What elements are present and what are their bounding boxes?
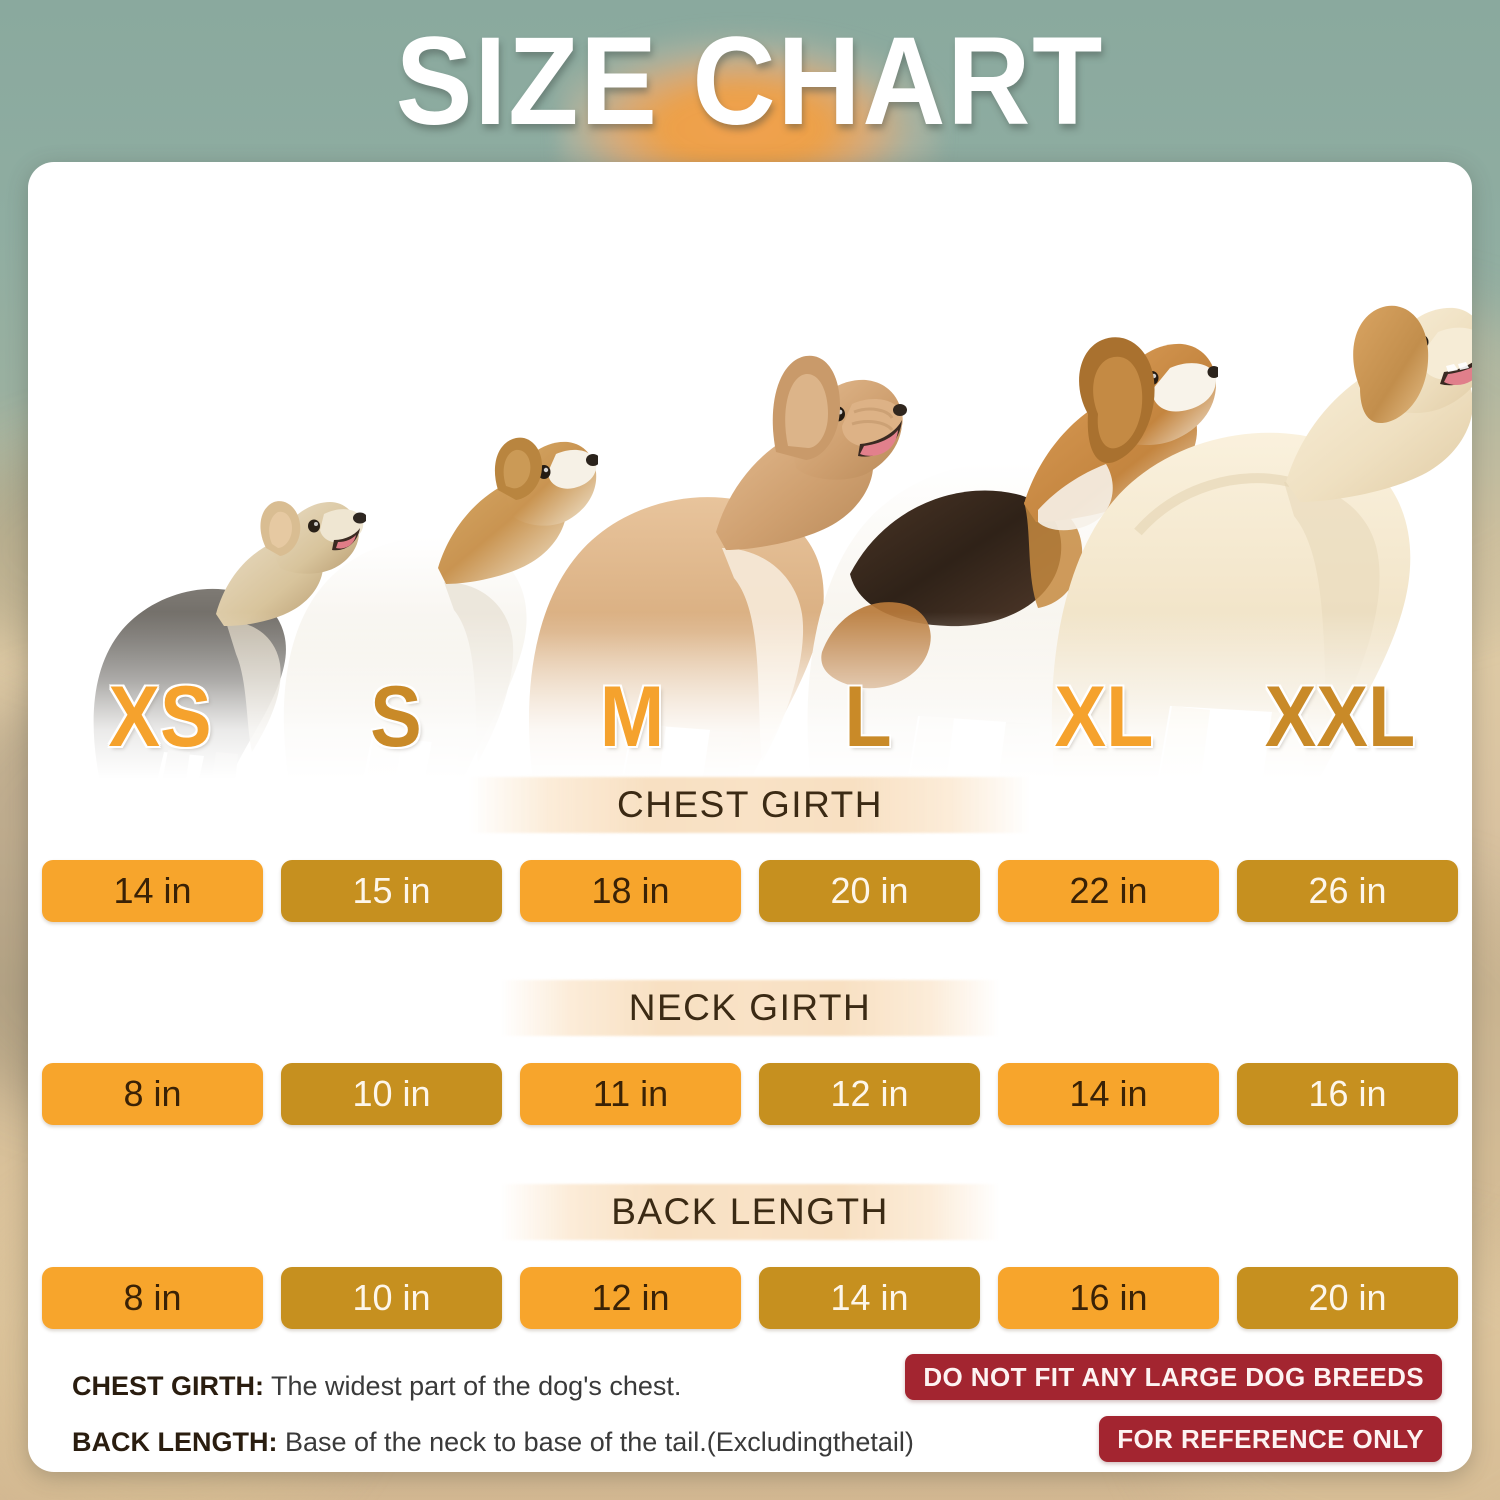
value-cell: 8 in [42,1063,263,1125]
title-area: SIZE CHART [0,0,1500,175]
section-header-back-length: BACK LENGTH [28,1184,1472,1240]
value-cell: 16 in [1237,1063,1458,1125]
value-cell: 26 in [1237,860,1458,922]
section-title: NECK GIRTH [628,987,872,1028]
section-band [500,1184,1000,1240]
badge-reference-only: FOR REFERENCE ONLY [1099,1416,1442,1462]
footer-notes: CHEST GIRTH: The widest part of the dog'… [72,1358,972,1470]
value-row-neck-girth: 8 in 10 in 11 in 12 in 14 in 16 in [42,1063,1458,1125]
value-cell: 12 in [520,1267,741,1329]
value-cell: 11 in [520,1063,741,1125]
note-chest-girth: CHEST GIRTH: The widest part of the dog'… [72,1358,972,1414]
value-row-back-length: 8 in 10 in 12 in 14 in 16 in 20 in [42,1267,1458,1329]
section-back-length: BACK LENGTH 8 in 10 in 12 in 14 in 16 in… [28,1184,1472,1329]
note-key: BACK LENGTH: [72,1427,278,1457]
value-cell: 14 in [42,860,263,922]
value-cell: 10 in [281,1063,502,1125]
value-cell: 14 in [998,1063,1219,1125]
value-cell: 22 in [998,860,1219,922]
size-label-row: XS S M L XL XXL [42,662,1458,772]
value-cell: 16 in [998,1267,1219,1329]
section-neck-girth: NECK GIRTH 8 in 10 in 11 in 12 in 14 in … [28,980,1472,1125]
page-title: SIZE CHART [395,12,1105,151]
value-cell: 20 in [759,860,980,922]
size-label-xxl: XXL [1264,669,1416,765]
size-label-m: M [599,669,665,765]
section-header-chest-girth: CHEST GIRTH [28,777,1472,833]
value-cell: 8 in [42,1267,263,1329]
size-label-xl: XL [1054,669,1154,765]
note-value: The widest part of the dog's chest. [271,1371,682,1401]
section-band [500,980,1000,1036]
blurred-dog-backdrop [560,10,940,175]
value-cell: 15 in [281,860,502,922]
size-label-s: S [370,669,422,765]
value-cell: 12 in [759,1063,980,1125]
section-title: CHEST GIRTH [617,784,883,825]
section-header-neck-girth: NECK GIRTH [28,980,1472,1036]
value-cell: 14 in [759,1267,980,1329]
value-cell: 18 in [520,860,741,922]
badge-no-large-breeds: DO NOT FIT ANY LARGE DOG BREEDS [905,1354,1442,1400]
value-cell: 10 in [281,1267,502,1329]
size-label-l: L [844,669,892,765]
note-value: Base of the neck to base of the tail.(Ex… [285,1427,914,1457]
note-key: CHEST GIRTH: [72,1371,264,1401]
section-chest-girth: CHEST GIRTH 14 in 15 in 18 in 20 in 22 i… [28,777,1472,922]
size-chart-card: XS S M L XL XXL CHEST GIRTH 14 in 15 in … [28,162,1472,1472]
size-label-xs: XS [108,669,212,765]
value-cell: 20 in [1237,1267,1458,1329]
section-title: BACK LENGTH [611,1191,889,1232]
value-row-chest-girth: 14 in 15 in 18 in 20 in 22 in 26 in [42,860,1458,922]
note-back-length: BACK LENGTH: Base of the neck to base of… [72,1414,972,1470]
footer-badges: DO NOT FIT ANY LARGE DOG BREEDS FOR REFE… [905,1354,1442,1462]
